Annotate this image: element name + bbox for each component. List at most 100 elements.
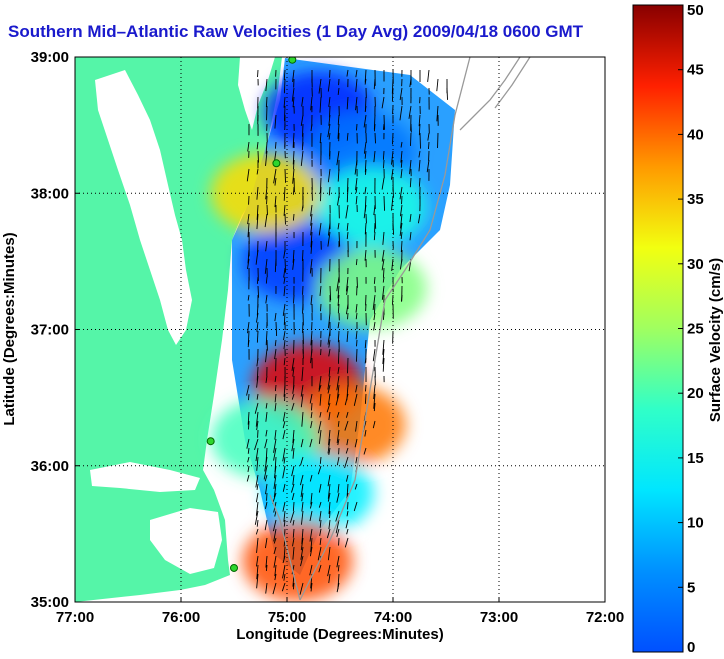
chart-title: Southern Mid–Atlantic Raw Velocities (1 … <box>8 22 584 41</box>
velocity-vector <box>327 78 331 92</box>
velocity-vector <box>399 204 403 217</box>
velocity-vector <box>283 276 286 284</box>
velocity-vector <box>301 492 304 502</box>
velocity-vector <box>363 141 367 154</box>
velocity-vector <box>417 213 421 224</box>
velocity-vector <box>400 159 403 168</box>
velocity-vector <box>284 168 286 183</box>
velocity-vector <box>345 303 349 315</box>
velocity-vector <box>265 150 268 166</box>
chesapeake-bay <box>95 70 192 345</box>
velocity-vector <box>256 573 259 589</box>
velocity-vector <box>328 366 331 377</box>
velocity-vector <box>247 411 250 425</box>
velocity-vector <box>310 231 313 248</box>
velocity-vector <box>291 438 295 452</box>
velocity-vector <box>292 168 295 184</box>
velocity-vector <box>274 510 277 517</box>
speed-region <box>295 384 406 465</box>
velocity-vector <box>345 447 349 454</box>
velocity-vector <box>337 123 340 139</box>
velocity-vector <box>283 204 286 216</box>
velocity-vector <box>383 159 385 169</box>
velocity-vector <box>300 393 304 408</box>
velocity-vector <box>292 384 295 394</box>
velocity-vector <box>274 393 277 403</box>
velocity-vector <box>355 195 358 205</box>
velocity-vector <box>382 348 385 365</box>
velocity-vector <box>256 564 259 580</box>
colorbar-tick-label: 35 <box>687 191 704 208</box>
velocity-vector <box>381 285 385 300</box>
velocity-vector <box>256 276 259 284</box>
velocity-vector <box>274 177 277 186</box>
velocity-vector <box>328 501 331 514</box>
velocity-vector <box>408 105 412 119</box>
velocity-vector <box>381 258 385 271</box>
velocity-vector <box>427 132 430 141</box>
velocity-vector <box>446 87 448 100</box>
velocity-vector <box>337 438 340 446</box>
velocity-vector <box>365 384 367 392</box>
velocity-vector <box>345 519 349 529</box>
velocity-vector <box>418 159 421 172</box>
velocity-vector <box>300 555 304 567</box>
velocity-vector <box>336 384 340 399</box>
velocity-vector <box>274 375 277 383</box>
velocity-vector <box>283 384 286 397</box>
velocity-vector <box>273 546 277 555</box>
velocity-vector <box>292 69 295 82</box>
velocity-vector <box>283 78 286 94</box>
velocity-vector <box>355 177 358 191</box>
velocity-vector <box>345 411 349 418</box>
velocity-vector <box>436 78 439 92</box>
velocity-vector <box>248 393 250 401</box>
velocity-vector <box>281 582 286 592</box>
velocity-vector <box>335 510 340 522</box>
velocity-vector <box>310 204 313 217</box>
velocity-vector <box>282 501 286 512</box>
velocity-vector <box>283 186 286 201</box>
x-axis: 77:00 76:00 75:00 74:00 73:00 72:00 <box>56 597 624 626</box>
velocity-vector <box>318 501 322 508</box>
colorbar-ticks: 0 5 10 15 20 25 30 35 40 45 50 <box>678 2 704 656</box>
velocity-vector <box>301 249 304 262</box>
bathymetry-contours <box>269 57 531 601</box>
velocity-vector <box>346 222 349 231</box>
velocity-vector <box>282 465 286 479</box>
velocity-vector <box>327 330 331 345</box>
velocity-vector <box>336 150 340 166</box>
velocity-vector <box>364 249 367 261</box>
velocity-vector <box>256 330 259 343</box>
velocity-vector <box>283 69 286 80</box>
velocity-field <box>210 58 455 602</box>
velocity-vector <box>346 231 349 240</box>
velocity-vector <box>364 69 367 83</box>
velocity-vector <box>327 168 331 183</box>
colorbar-tick-label: 20 <box>687 385 704 402</box>
velocity-vector <box>373 276 376 284</box>
velocity-vector <box>273 528 277 542</box>
velocity-vector <box>292 447 295 459</box>
velocity-vector <box>310 330 313 346</box>
velocity-vector <box>337 114 340 125</box>
velocity-vector <box>355 330 358 340</box>
velocity-vector <box>247 213 250 225</box>
velocity-vector <box>346 285 349 295</box>
velocity-vector <box>400 213 403 229</box>
velocity-vector <box>317 465 322 475</box>
velocity-vector <box>409 78 412 88</box>
colorbar-tick-label: 0 <box>687 639 695 656</box>
velocity-vector <box>346 510 349 517</box>
velocity-vector <box>355 78 358 92</box>
velocity-vector <box>319 393 322 406</box>
velocity-vector <box>300 546 304 560</box>
velocity-vector <box>310 294 313 305</box>
velocity-vector <box>409 177 412 188</box>
velocity-vector <box>336 528 340 538</box>
velocity-vector <box>299 582 304 595</box>
velocity-vector <box>265 294 268 304</box>
velocity-vector <box>373 393 376 409</box>
velocity-vector <box>327 483 331 499</box>
velocity-vector <box>337 483 340 493</box>
